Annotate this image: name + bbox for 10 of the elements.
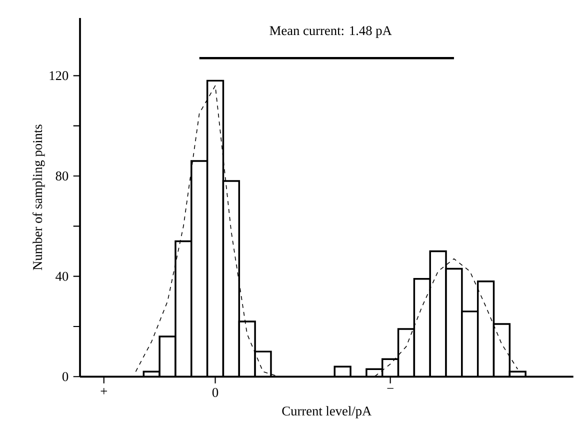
y-tick-label: 120 <box>50 71 68 80</box>
y-tick-label: 0 <box>62 372 68 382</box>
y-axis-title: Number of sampling points <box>32 124 45 270</box>
y-tick-label: 40 <box>56 272 68 281</box>
annotation: Mean current: 1.48 pA <box>270 26 392 38</box>
x-tick-label: + <box>100 388 107 394</box>
y-tick-label: 80 <box>56 172 68 180</box>
x-tick-label: − <box>387 388 394 389</box>
x-axis-title: Current level/pA <box>282 406 372 418</box>
x-tick-label: 0 <box>212 388 218 398</box>
